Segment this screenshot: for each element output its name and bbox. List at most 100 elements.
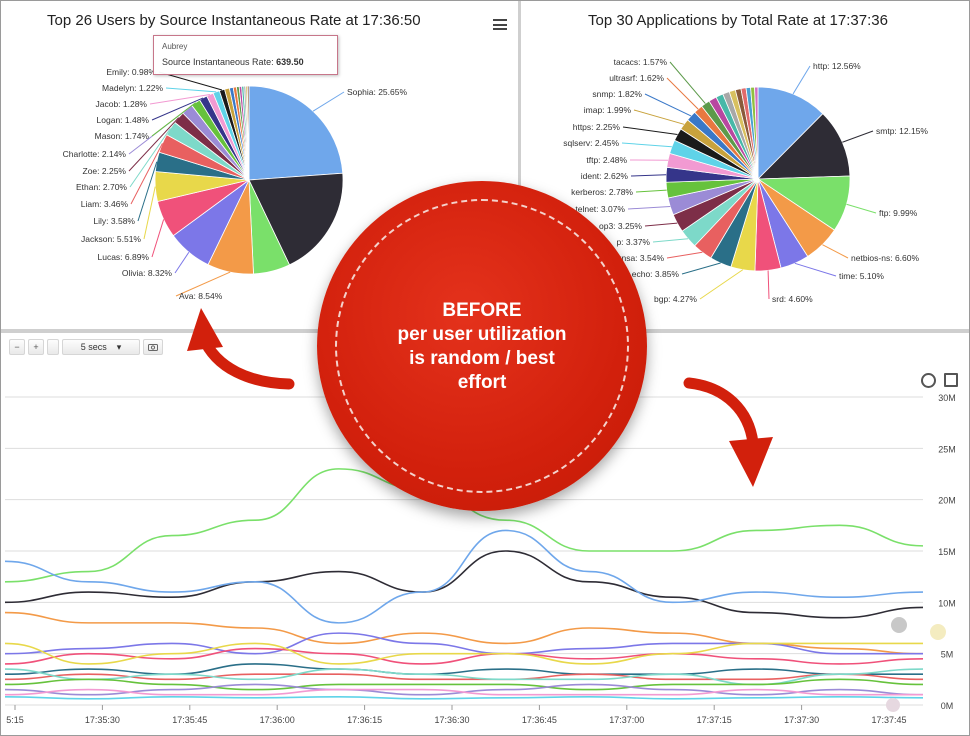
toolbar-spacer xyxy=(47,339,59,355)
app-slice-label: netbios-ns: 6.60% xyxy=(851,253,919,263)
user-label-connector xyxy=(130,143,163,205)
app-label-connector xyxy=(794,262,837,277)
reset-zoom-icon[interactable] xyxy=(921,373,936,388)
user-slice-label: Ava: 8.54% xyxy=(179,291,223,301)
user-slice-label: Zoe: 2.25% xyxy=(83,166,127,176)
panel-divider-vertical xyxy=(518,1,521,331)
x-tick-label: 17:37:15 xyxy=(697,715,732,725)
zoom-out-button[interactable]: − xyxy=(9,339,25,355)
user-label-connector xyxy=(151,97,204,121)
x-tick-label: 17:36:15 xyxy=(347,715,382,725)
user-slice[interactable] xyxy=(246,85,250,181)
y-tick-label: 25M xyxy=(938,444,956,454)
hover-marker xyxy=(891,617,907,633)
fullscreen-icon[interactable] xyxy=(944,373,958,387)
user-slice-label: Charlotte: 2.14% xyxy=(63,149,127,159)
apps-pie-chart: http: 12.56% smtp: 12.15% ftp: 9.99% netbio… xyxy=(563,57,928,304)
hover-marker xyxy=(930,624,946,640)
app-label-connector xyxy=(681,262,721,275)
app-slice[interactable] xyxy=(757,86,824,180)
series-line[interactable] xyxy=(4,647,924,665)
user-slice-label: Ethan: 2.70% xyxy=(76,182,127,192)
app-label-connector xyxy=(699,269,744,300)
app-label-connector xyxy=(622,126,678,136)
series-line[interactable] xyxy=(4,550,924,619)
x-tick-label: 17:35:30 xyxy=(85,715,120,725)
series-line[interactable] xyxy=(4,663,923,676)
app-slice-label: srd: 4.60% xyxy=(772,294,813,304)
user-slice[interactable] xyxy=(248,172,344,266)
app-slice-label: snmp: 1.82% xyxy=(592,89,642,99)
line-chart-toolbar: − + 5 secs ▾ xyxy=(9,339,163,355)
series-line[interactable] xyxy=(4,688,923,696)
y-tick-label: 5M xyxy=(941,650,954,660)
series-line[interactable] xyxy=(4,678,924,691)
app-slice-label: p: 3.37% xyxy=(616,237,650,247)
user-label-connector xyxy=(128,117,180,172)
app-slice-label: xnsa: 3.54% xyxy=(617,253,664,263)
app-label-connector xyxy=(621,142,672,148)
user-label-connector xyxy=(151,102,196,137)
user-slice-label: Jacob: 1.28% xyxy=(95,99,147,109)
x-tick-label: 17:37:45 xyxy=(871,715,906,725)
app-slice-label: kerberos: 2.78% xyxy=(571,187,633,197)
app-slice-label: sqlserv: 2.45% xyxy=(563,138,619,148)
app-label-connector xyxy=(644,222,678,227)
x-tick-label: 17:37:30 xyxy=(784,715,819,725)
app-label-connector xyxy=(644,93,692,117)
app-slice-label: ftp: 9.99% xyxy=(879,208,918,218)
x-tick-label: 17:37:00 xyxy=(609,715,644,725)
series-line[interactable] xyxy=(4,529,924,624)
app-label-connector xyxy=(652,238,689,243)
chart-tooltip: Aubrey Source Instantaneous Rate: 639.50 xyxy=(153,35,338,75)
app-slice[interactable] xyxy=(757,113,851,180)
user-slice-label: Lily: 3.58% xyxy=(93,216,135,226)
app-label-connector xyxy=(767,270,770,300)
user-label-connector xyxy=(175,271,231,297)
zoom-in-button[interactable]: + xyxy=(28,339,44,355)
series-line[interactable] xyxy=(4,611,924,655)
app-slice-label: https: 2.25% xyxy=(573,122,621,132)
user-slice-label: Emily: 0.98% xyxy=(106,67,156,77)
app-slice-label: echo: 3.85% xyxy=(632,269,680,279)
user-slice[interactable] xyxy=(248,85,344,181)
users-pie-chart: Sophia: 25.65% Ava: 8.54% Olivia: 8.32% Luc… xyxy=(63,67,408,301)
app-label-connector xyxy=(630,174,667,177)
tooltip-value: 639.50 xyxy=(276,57,304,67)
app-slice-label: telnet: 3.07% xyxy=(575,204,625,214)
camera-icon[interactable] xyxy=(143,339,163,355)
x-tick-label: 5:15 xyxy=(6,715,24,725)
x-tick-label: 17:36:00 xyxy=(260,715,295,725)
hamburger-icon[interactable] xyxy=(493,19,507,30)
user-label-connector xyxy=(149,94,210,105)
user-slice-label: Jackson: 5.51% xyxy=(81,234,141,244)
users-chart-title: Top 26 Users by Source Instantaneous Rat… xyxy=(47,12,421,29)
user-label-connector xyxy=(151,219,165,258)
app-slice[interactable] xyxy=(754,86,759,180)
series-line[interactable] xyxy=(4,695,924,700)
user-label-connector xyxy=(174,251,190,274)
x-tick-label: 17:35:45 xyxy=(172,715,207,725)
badge-line-1: BEFORE xyxy=(442,300,522,321)
user-slice-label: Sophia: 25.65% xyxy=(347,87,407,97)
app-slice-label: bgp: 4.27% xyxy=(654,294,697,304)
app-label-connector xyxy=(842,130,874,143)
badge-line-3: is random / best xyxy=(409,348,555,369)
before-badge: BEFORE per user utilization is random / … xyxy=(317,181,647,511)
app-slice-label: ident: 2.62% xyxy=(581,171,629,181)
y-tick-label: 10M xyxy=(938,598,956,608)
series-line[interactable] xyxy=(4,673,924,681)
tooltip-line: Source Instantaneous Rate: 639.50 xyxy=(162,57,304,67)
app-slice-label: smtp: 12.15% xyxy=(876,126,928,136)
user-label-connector xyxy=(165,87,217,93)
app-slice-label: time: 5.10% xyxy=(839,271,884,281)
series-line[interactable] xyxy=(4,642,923,665)
interval-select[interactable]: 5 secs ▾ xyxy=(62,339,140,355)
badge-dashed-ring xyxy=(335,199,629,493)
user-label-connector xyxy=(143,186,156,240)
y-tick-label: 0M xyxy=(941,701,954,711)
user-label-connector xyxy=(129,128,171,188)
chevron-down-icon: ▾ xyxy=(116,341,122,352)
badge-line-4: effort xyxy=(457,372,507,393)
user-label-connector xyxy=(137,161,158,222)
